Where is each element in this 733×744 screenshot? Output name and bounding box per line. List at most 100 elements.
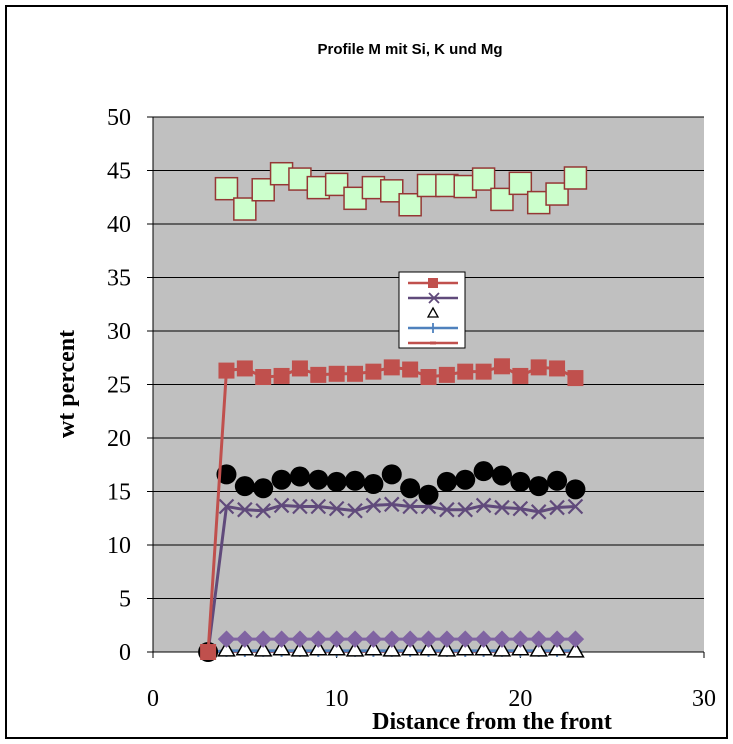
data-point <box>382 640 402 657</box>
legend <box>398 271 466 349</box>
data-point <box>455 469 476 490</box>
data-point <box>418 484 439 505</box>
data-point <box>400 478 421 499</box>
data-point <box>291 360 308 377</box>
data-point <box>255 369 272 386</box>
legend-entry <box>408 323 458 333</box>
data-point <box>253 478 274 499</box>
data-point <box>457 501 474 518</box>
data-point <box>290 640 310 657</box>
data-point <box>436 471 457 492</box>
data-point <box>383 496 400 513</box>
y-tick-label: 30 <box>107 319 131 345</box>
data-point <box>474 630 493 648</box>
legend-marker <box>426 306 440 318</box>
y-tick-label: 15 <box>107 480 131 506</box>
data-point <box>324 172 349 197</box>
data-point <box>419 630 438 648</box>
data-point <box>475 497 492 514</box>
data-point <box>218 498 235 515</box>
series-1 <box>200 358 584 660</box>
data-point <box>272 630 291 648</box>
data-point <box>214 176 239 201</box>
data-point <box>326 471 347 492</box>
y-tick-label: 50 <box>107 105 131 131</box>
y-tick-label: 5 <box>119 587 131 613</box>
data-point <box>402 498 418 515</box>
x-tick-label: 10 <box>325 686 349 712</box>
series-group <box>198 161 588 662</box>
legend-marker <box>428 278 438 288</box>
data-point <box>471 167 496 191</box>
data-point <box>364 630 383 648</box>
data-point <box>234 476 255 497</box>
data-point <box>271 469 292 490</box>
data-point <box>383 359 400 376</box>
legend-entry <box>408 278 458 288</box>
y-tick-label: 10 <box>107 533 131 559</box>
data-point <box>439 501 455 518</box>
data-point <box>310 366 327 383</box>
data-point <box>512 500 529 517</box>
x-tick-label: 0 <box>147 686 159 712</box>
data-point <box>493 630 511 648</box>
data-point <box>218 362 235 379</box>
data-point <box>566 641 585 658</box>
data-point <box>438 366 455 383</box>
data-point <box>567 370 584 387</box>
data-point <box>236 630 254 648</box>
data-point <box>510 471 531 492</box>
data-point <box>549 499 565 516</box>
data-point <box>383 630 401 648</box>
data-point <box>365 363 382 380</box>
data-point <box>381 464 402 485</box>
tick-labels: 0 5 10 15 20 25 30 35 40 45 50 0 10 20 30 <box>107 105 716 712</box>
x-tick-label: 30 <box>692 686 716 712</box>
data-point <box>437 640 457 657</box>
data-point <box>273 497 290 514</box>
data-point <box>328 365 345 382</box>
data-point <box>490 187 514 212</box>
data-point <box>253 640 273 657</box>
data-point <box>236 360 253 377</box>
data-point <box>457 363 474 380</box>
data-point <box>292 498 308 515</box>
data-point <box>508 171 533 196</box>
data-point <box>327 630 346 648</box>
y-tick-label: 40 <box>107 212 131 238</box>
x-tick-label: 20 <box>508 686 532 712</box>
legend-entry <box>426 306 440 318</box>
data-point <box>347 365 364 382</box>
data-point <box>237 501 253 518</box>
data-point <box>402 361 419 378</box>
data-point <box>492 640 512 657</box>
legend-entry <box>408 292 458 304</box>
data-point <box>565 479 586 500</box>
y-tick-label: 0 <box>119 640 131 666</box>
data-point <box>345 470 366 491</box>
data-point <box>420 369 437 386</box>
y-tick-label: 35 <box>107 266 131 292</box>
data-point <box>547 470 568 491</box>
data-point <box>456 630 474 648</box>
data-point <box>328 500 345 517</box>
data-point <box>251 178 275 202</box>
data-point <box>491 465 512 486</box>
data-point <box>254 630 272 648</box>
y-tick-label: 25 <box>107 373 131 399</box>
data-point <box>438 630 456 648</box>
series-4 <box>217 630 585 648</box>
legend-entry <box>408 341 458 345</box>
series-0 <box>214 161 588 221</box>
data-point <box>273 367 290 384</box>
legend-marker <box>430 341 436 345</box>
data-point <box>217 640 236 657</box>
data-point <box>365 497 382 514</box>
data-point <box>529 640 548 657</box>
data-point <box>310 498 327 515</box>
data-point <box>255 502 271 519</box>
data-point <box>548 630 566 648</box>
y-axis-label: wt percent <box>54 330 80 438</box>
data-point <box>346 630 364 648</box>
data-point <box>233 197 257 221</box>
